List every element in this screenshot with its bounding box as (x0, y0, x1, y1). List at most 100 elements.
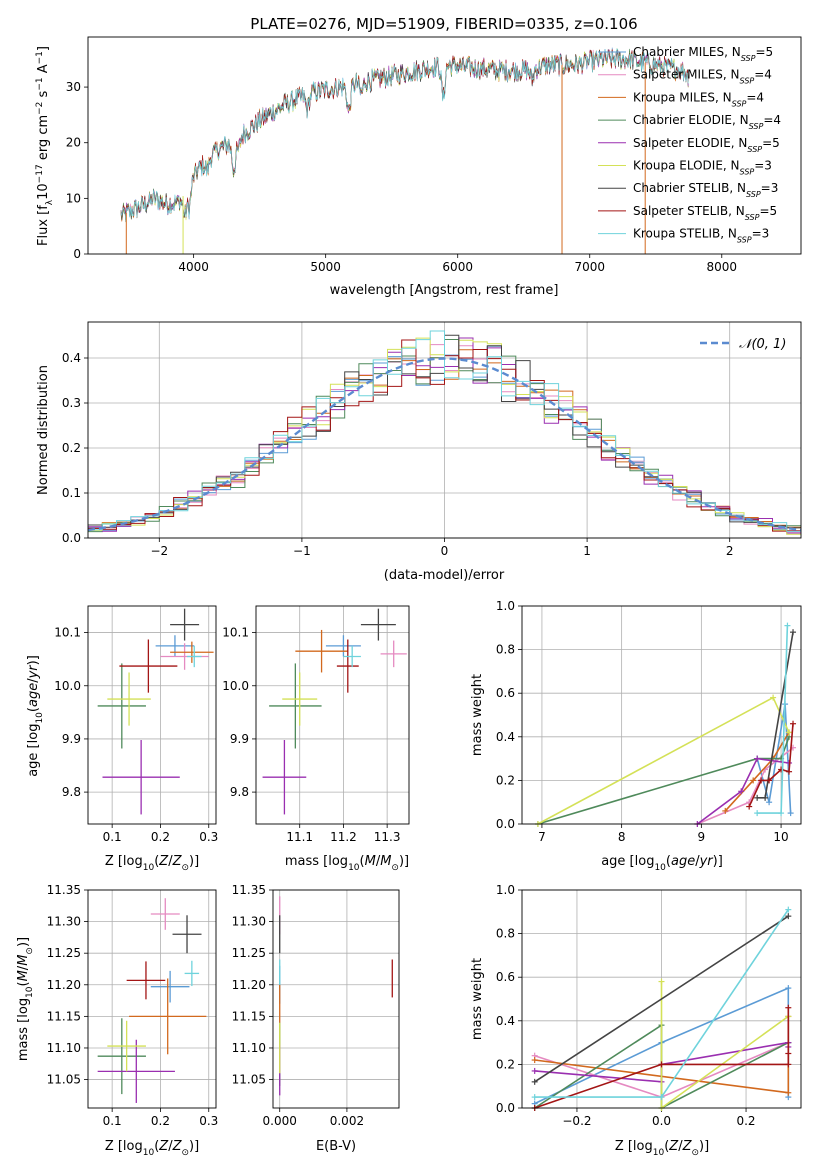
x-tick-label: 8000 (707, 260, 738, 274)
y-axis-label: Normed distribution (36, 365, 51, 495)
x-tick-label: 0.1 (103, 1114, 122, 1128)
y-tick-label: 0.3 (62, 396, 81, 410)
y-tick-label: 9.9 (62, 732, 81, 746)
y-tick-label: 0.0 (496, 817, 515, 831)
chart-title: PLATE=0276, MJD=51909, FIBERID=0335, z=0… (250, 15, 637, 33)
x-tick-label: 7000 (574, 260, 605, 274)
y-axis-label: age [log10(age/yr)] (26, 655, 45, 777)
y-tick-label: 11.30 (232, 915, 266, 929)
age_vs_Z-chart: 0.1 0.2 0.3 9.8 9.9 10.0 10.1 Z [log10(Z/Z⊙)] ag… (26, 605, 218, 873)
x-tick-label: 11.3 (374, 830, 401, 844)
axes-frame (87, 605, 217, 825)
weight-line (748, 723, 794, 807)
y-tick-label: 0.6 (496, 970, 515, 984)
weight-line (724, 731, 790, 812)
weight_vs_age-chart: 7 8 9 10 0.0 0.2 0.4 0.6 0.8 1.0 mass weight age [l… (470, 599, 802, 873)
axes-frame (87, 889, 217, 1109)
x-tick-label: −1 (293, 544, 311, 558)
x-tick-label: 0.3 (199, 1114, 218, 1128)
x-tick-label: 10 (773, 830, 788, 844)
axes-frame (272, 889, 400, 1109)
x-tick-label: 5000 (310, 260, 341, 274)
y-tick-label: 30 (66, 80, 81, 94)
y-tick-label: 11.25 (232, 946, 266, 960)
y-tick-label: 0.0 (62, 531, 81, 545)
spectrum-chart: 4000 5000 6000 7000 8000 0 10 20 30 Chabrier MILE… (35, 15, 802, 298)
y-tick-label: 0.4 (62, 351, 81, 365)
y-axis-label: mass weight (470, 958, 485, 1040)
y-tick-label: 11.30 (47, 915, 81, 929)
y-tick-label: 9.8 (62, 785, 81, 799)
y-tick-label: 11.10 (232, 1041, 266, 1055)
y-tick-label: 11.15 (47, 1009, 81, 1023)
weight-line (696, 757, 790, 824)
y-tick-label: 0 (73, 247, 81, 261)
x-tick-label: 11.2 (330, 830, 357, 844)
weight-line (660, 981, 789, 1108)
axes-frame (255, 605, 410, 825)
x-tick-label: 11.1 (286, 830, 313, 844)
y-tick-label: 10.1 (54, 626, 81, 640)
y-tick-label: 0.4 (496, 1014, 515, 1028)
residual-chart: −2 −1 0 1 2 0.0 0.1 0.2 0.3 0.4 𝒩(0, 1) (data-model… (36, 321, 802, 583)
legend-label: 𝒩(0, 1) (739, 337, 786, 352)
x-tick-label: 8 (618, 830, 626, 844)
legend-label: Salpeter ELODIE, NSSP=5 (633, 136, 780, 154)
x-axis-label: (data-model)/error (384, 568, 505, 583)
y-tick-label: 11.05 (47, 1073, 81, 1087)
x-tick-label: 0.000 (263, 1114, 297, 1128)
y-tick-label: 9.8 (230, 785, 249, 799)
x-tick-label: 0.2 (151, 1114, 170, 1128)
x-tick-label: −2 (150, 544, 168, 558)
x-tick-label: 6000 (442, 260, 473, 274)
x-axis-label: mass [log10(M/M⊙)] (285, 854, 409, 873)
y-tick-label: 10.1 (222, 626, 249, 640)
y-tick-label: 11.35 (232, 883, 266, 897)
axes-frame (521, 605, 802, 825)
x-tick-label: −0.2 (562, 1114, 591, 1128)
y-tick-label: 10.0 (54, 679, 81, 693)
x-axis-label: Z [log10(Z/Z⊙)] (615, 1139, 709, 1158)
legend-label: Salpeter STELIB, NSSP=5 (633, 204, 777, 222)
y-axis-label: mass weight (470, 674, 485, 756)
legend-label: Chabrier ELODIE, NSSP=4 (633, 113, 781, 131)
axes-frame (87, 321, 802, 539)
x-tick-label: 4000 (178, 260, 209, 274)
x-tick-label: 0 (441, 544, 449, 558)
legend-label: Kroupa STELIB, NSSP=3 (633, 227, 769, 245)
y-tick-label: 11.25 (47, 946, 81, 960)
spectrum-line (120, 49, 689, 222)
y-tick-label: 0.8 (496, 643, 515, 657)
weight_vs_Z-chart: −0.2 0.0 0.2 0.0 0.2 0.4 0.6 0.8 1.0 mass weight Z… (470, 883, 802, 1158)
y-tick-label: 10.0 (222, 679, 249, 693)
y-tick-label: 1.0 (496, 599, 515, 613)
x-tick-label: 0.2 (151, 830, 170, 844)
y-tick-label: 11.05 (232, 1073, 266, 1087)
x-tick-label: 9 (698, 830, 706, 844)
y-tick-label: 0.2 (62, 441, 81, 455)
x-tick-label: 2 (726, 544, 734, 558)
y-tick-label: 11.35 (47, 883, 81, 897)
y-tick-label: 0.6 (496, 686, 515, 700)
spectrum-line (120, 49, 689, 223)
x-tick-label: 7 (538, 830, 546, 844)
x-tick-label: 1 (583, 544, 591, 558)
legend-label: Kroupa MILES, NSSP=4 (633, 90, 764, 108)
y-tick-label: 10 (66, 191, 81, 205)
y-tick-label: 0.8 (496, 927, 515, 941)
spectrum-line (120, 47, 689, 222)
y-tick-label: 11.20 (47, 978, 81, 992)
axes-frame (521, 889, 802, 1109)
y-tick-label: 11.10 (47, 1041, 81, 1055)
y-tick-label: 0.4 (496, 730, 515, 744)
y-tick-label: 11.20 (232, 978, 266, 992)
y-tick-label: 1.0 (496, 883, 515, 897)
mass_vs_ebv-chart: 0.000 0.002 11.05 11.10 11.15 11.20 11.25 11.30… (232, 883, 400, 1154)
x-tick-label: 0.1 (103, 830, 122, 844)
legend-label: Chabrier STELIB, NSSP=3 (633, 181, 778, 199)
x-axis-label: age [log10(age/yr)] (601, 854, 723, 873)
spectrum-line (120, 48, 689, 222)
x-tick-label: 0.2 (736, 1114, 755, 1128)
